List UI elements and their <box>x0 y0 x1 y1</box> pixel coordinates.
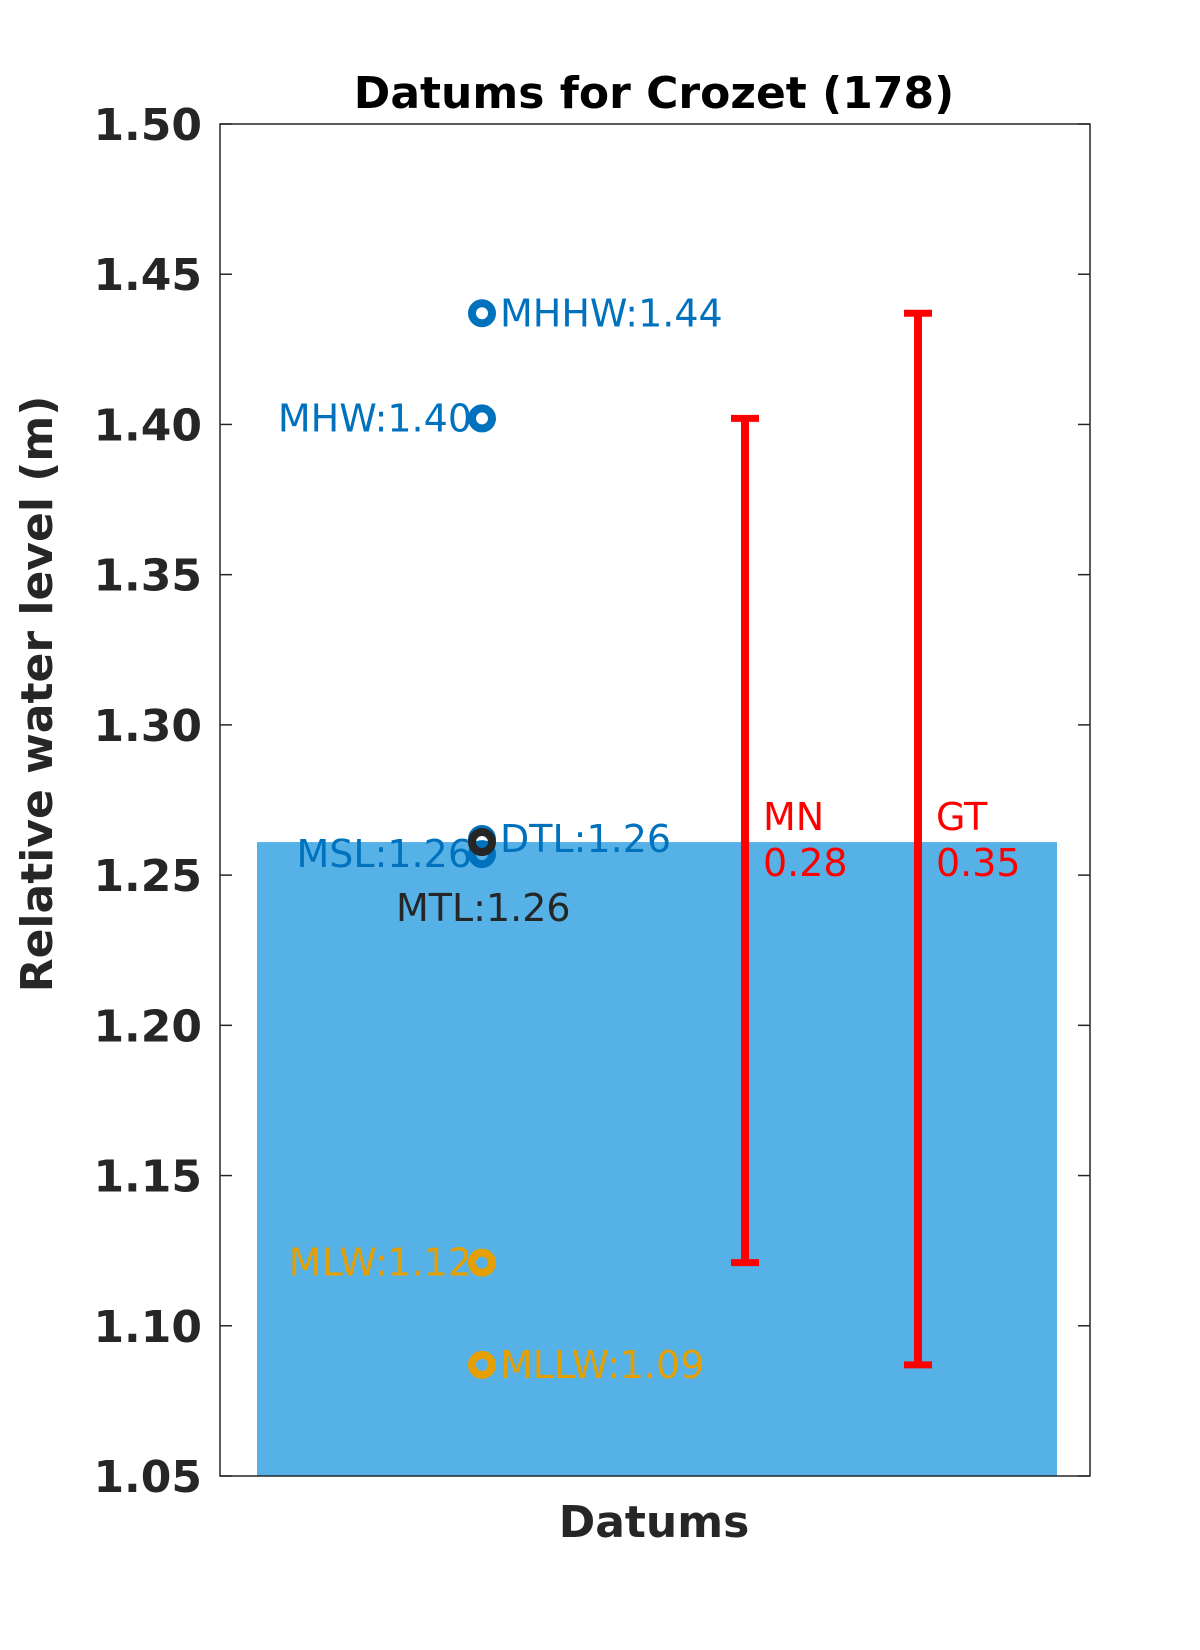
y-axis-label: Relative water level (m) <box>12 396 63 993</box>
datum-marker <box>468 828 496 857</box>
range-mn: MN0.28 <box>731 414 848 1267</box>
bar-mtl <box>257 842 1057 1476</box>
y-tick-label: 1.30 <box>93 701 202 752</box>
axes-box <box>219 123 1091 1477</box>
x-axis-label: Datums <box>559 1497 750 1548</box>
datum-mllw: MLLW:1.09 <box>468 1343 704 1387</box>
y-tick-label: 1.50 <box>93 100 202 151</box>
y-tick-label: 1.05 <box>93 1452 202 1503</box>
y-tick-label: 1.35 <box>93 551 202 602</box>
datum-mlw: MLW:1.12 <box>289 1241 496 1285</box>
plot-area: 1.05 1.10 1.15 1.20 1.25 1.30 1.35 1.40 1.45 1.50… <box>93 100 1091 1503</box>
datum-mhhw: MHHW:1.44 <box>468 291 723 335</box>
datum-label: MHHW:1.44 <box>500 291 723 335</box>
datum-label: MHW:1.40 <box>278 396 472 440</box>
datum-label: DTL:1.26 <box>500 817 671 861</box>
y-tick-label: 1.10 <box>93 1302 202 1353</box>
y-tick-label: 1.15 <box>93 1152 202 1203</box>
range-name: GT <box>936 795 988 839</box>
datum-label: MLW:1.12 <box>289 1241 472 1285</box>
range-gt: GT0.35 <box>904 309 1021 1369</box>
range-value: 0.28 <box>763 841 848 885</box>
y-tick-label: 1.45 <box>93 250 202 301</box>
datum-label: MTL:1.26 <box>396 886 571 930</box>
chart-title: Datums for Crozet (178) <box>354 68 954 119</box>
datum-msl: MSL:1.26 <box>297 832 496 876</box>
y-tick-label: 1.25 <box>93 851 202 902</box>
datum-marker <box>468 1248 496 1277</box>
y-tick-label: 1.20 <box>93 1001 202 1052</box>
range-value: 0.35 <box>936 841 1021 885</box>
range-name: MN <box>763 795 824 839</box>
datum-marker <box>468 404 496 433</box>
datum-label: MSL:1.26 <box>297 832 473 876</box>
datum-marker <box>468 840 496 869</box>
datum-dtl: DTL:1.26 <box>468 817 671 861</box>
datum-marker <box>468 299 496 328</box>
y-tick-label: 1.40 <box>93 400 202 451</box>
datum-mhw: MHW:1.40 <box>278 396 496 440</box>
datum-marker <box>468 1350 496 1379</box>
datum-label: MLLW:1.09 <box>500 1343 704 1387</box>
datum-mtl: MTL:1.26 <box>396 828 571 930</box>
